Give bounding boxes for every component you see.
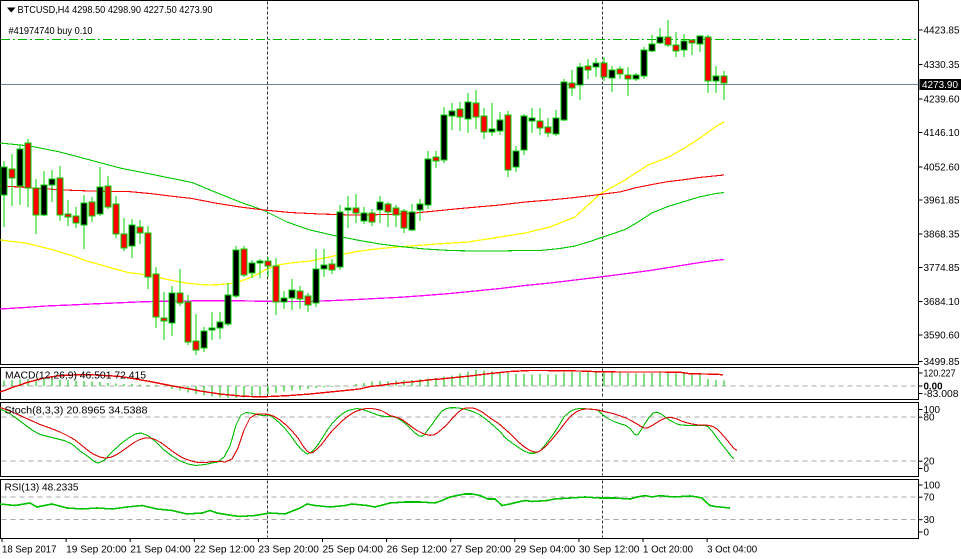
- svg-text:4273.90: 4273.90: [922, 79, 958, 91]
- svg-text:3590.60: 3590.60: [924, 330, 960, 342]
- svg-text:Stoch(8,3,3) 20.8965 34.5388: Stoch(8,3,3) 20.8965 34.5388: [5, 405, 148, 417]
- svg-text:3499.85: 3499.85: [924, 356, 960, 368]
- svg-text:3684.10: 3684.10: [924, 296, 960, 308]
- svg-text:BTCUSD,H4 4298.50 4298.90 422: BTCUSD,H4 4298.50 4298.90 4227.50 4273.9…: [18, 4, 213, 16]
- svg-text:29 Sep 04:00: 29 Sep 04:00: [515, 544, 576, 556]
- svg-text:22 Sep 12:00: 22 Sep 12:00: [194, 544, 255, 556]
- svg-text:MACD(12,26,9) 46.501 72.415: MACD(12,26,9) 46.501 72.415: [5, 370, 146, 382]
- svg-text:100: 100: [924, 404, 941, 416]
- svg-text:-83.008: -83.008: [924, 388, 959, 400]
- svg-text:20: 20: [924, 456, 935, 468]
- svg-text:23 Sep 20:00: 23 Sep 20:00: [258, 544, 319, 556]
- svg-text:4146.10: 4146.10: [924, 127, 960, 139]
- svg-text:3868.35: 3868.35: [924, 229, 960, 241]
- svg-text:19 Sep 20:00: 19 Sep 20:00: [66, 544, 127, 556]
- svg-text:100: 100: [924, 480, 941, 492]
- svg-text:0: 0: [924, 527, 930, 539]
- svg-text:4330.35: 4330.35: [924, 59, 960, 71]
- svg-text:21 Sep 04:00: 21 Sep 04:00: [130, 544, 191, 556]
- svg-text:30: 30: [924, 514, 935, 526]
- svg-text:30 Sep 12:00: 30 Sep 12:00: [579, 544, 640, 556]
- svg-text:0.00: 0.00: [924, 381, 943, 393]
- svg-text:RSI(13) 48.2335: RSI(13) 48.2335: [5, 482, 79, 494]
- svg-text:18 Sep 2017: 18 Sep 2017: [2, 544, 57, 556]
- svg-text:1 Oct 20:00: 1 Oct 20:00: [643, 544, 693, 556]
- svg-text:27 Sep 20:00: 27 Sep 20:00: [451, 544, 512, 556]
- svg-text:3 Oct 04:00: 3 Oct 04:00: [707, 544, 757, 556]
- svg-text:80: 80: [924, 412, 935, 424]
- svg-text:120.227: 120.227: [924, 368, 956, 380]
- svg-text:4423.85: 4423.85: [924, 25, 960, 37]
- svg-text:3961.85: 3961.85: [924, 195, 960, 207]
- svg-text:25 Sep 04:00: 25 Sep 04:00: [323, 544, 384, 556]
- svg-text:4052.60: 4052.60: [924, 162, 960, 174]
- svg-text:26 Sep 12:00: 26 Sep 12:00: [387, 544, 448, 556]
- svg-text:0: 0: [924, 463, 930, 475]
- svg-text:#41974740 buy 0.10: #41974740 buy 0.10: [9, 25, 93, 37]
- svg-text:4239.60: 4239.60: [924, 94, 960, 106]
- svg-text:3774.85: 3774.85: [924, 262, 960, 274]
- svg-text:70: 70: [924, 492, 935, 504]
